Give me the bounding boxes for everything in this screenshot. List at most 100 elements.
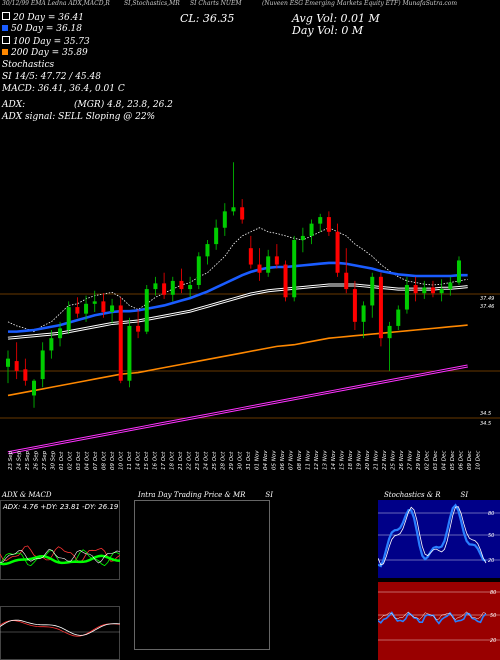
candle-body (118, 305, 123, 381)
candle-body (361, 305, 366, 322)
candle-body (257, 264, 262, 273)
candle-body (318, 217, 323, 224)
candle-body (144, 289, 149, 332)
stoch-panel-bg (378, 500, 500, 578)
macd-panel-frame (0, 606, 120, 660)
candle-body (283, 264, 288, 298)
candle-body (387, 325, 392, 339)
indicator-macd: MACD: 36.41, 36.4, 0.01 C (2, 84, 125, 94)
legend-100day: 100 Day = 35.73 (2, 36, 90, 47)
candle-body (326, 217, 331, 232)
candle-body (248, 248, 253, 265)
candle-body (456, 260, 461, 283)
date-label: 17 Oct (161, 451, 167, 470)
date-label: 21 Oct (178, 451, 184, 470)
date-label: 21 Nov (373, 450, 379, 470)
stoch-axis-80: 80 (488, 511, 494, 517)
indicator-adx-signal: ADX signal: SELL Sloping @ 22% (2, 112, 156, 122)
date-label: 23 Sep (8, 450, 14, 470)
candle-body (162, 283, 167, 295)
legend-50day: 50 Day = 36.18 (2, 24, 82, 34)
adx-white-line (0, 548, 120, 564)
candle-body (127, 325, 132, 381)
date-label: 05 Nov (271, 450, 277, 470)
candle-body (214, 227, 219, 245)
price-axis-label: 37.46 (480, 304, 494, 310)
stoch-axis-20: 20 (488, 558, 494, 564)
candle-body (240, 207, 245, 220)
candle-body (179, 280, 184, 290)
close-price: CL: 36.35 (180, 12, 235, 25)
stoch-k-line (378, 503, 487, 568)
candle-body (413, 285, 418, 294)
intraday-panel-title: Intra Day Trading Price & MR SI (138, 491, 273, 499)
macd-signal-line (0, 620, 120, 637)
date-label: 23 Oct (195, 451, 201, 470)
date-label: 01 Oct (59, 451, 65, 470)
rsi-axis-80: 80 (490, 590, 496, 596)
date-label: 11 Nov (305, 450, 311, 470)
date-label: 18 Oct (169, 451, 175, 470)
date-label: 29 Nov (416, 450, 422, 470)
candle-body (196, 256, 201, 285)
candle-body (153, 283, 158, 290)
rsi-axis-50: 50 (490, 613, 496, 619)
candle-body (49, 338, 54, 351)
candle-body (309, 223, 314, 236)
date-label: 16 Oct (152, 451, 158, 470)
date-label: 04 Oct (84, 451, 90, 470)
candle-body (439, 289, 444, 294)
candle-body (222, 211, 227, 228)
candle-body (92, 301, 97, 304)
date-label: 14 Nov (331, 450, 337, 470)
date-label: 04 Nov (263, 450, 269, 470)
candle-body (23, 369, 28, 381)
date-label: 02 Oct (67, 451, 73, 470)
candle-body (370, 276, 375, 306)
date-label: 09 Oct (110, 451, 116, 470)
date-label: 06 Nov (280, 450, 286, 470)
date-label: 18 Nov (348, 450, 354, 470)
candle-body (58, 328, 63, 339)
date-label: 01 Nov (254, 450, 260, 470)
date-label: 27 Nov (407, 450, 413, 470)
indicator-rsi: SI 14/5: 47.72 / 45.48 (2, 72, 101, 82)
candle-body (75, 307, 80, 314)
adx-panel-frame (0, 500, 120, 580)
date-label: 07 Nov (288, 450, 294, 470)
stoch-rsi-panel: 80 50 20 80 50 20 (378, 500, 500, 660)
date-label: 27 Sep (42, 450, 48, 470)
candle-body (170, 280, 175, 295)
header-left: 30/12/99 EMA Ledna ADX,MACD,R (2, 0, 110, 7)
date-label: 30 Sep (50, 450, 56, 470)
date-label: 29 Oct (229, 451, 235, 470)
day-volume: Day Vol: 0 M (292, 24, 364, 37)
date-label: 22 Oct (186, 451, 192, 470)
candle-body (344, 272, 349, 290)
indicator-adx-values: (MGR) 4.8, 23.8, 26.2 (74, 100, 173, 110)
date-label: 28 Oct (220, 451, 226, 470)
intraday-panel (134, 500, 270, 650)
date-label: 03 Dec (433, 451, 439, 470)
date-label: 12 Nov (314, 450, 320, 470)
candle-body (40, 350, 45, 380)
date-label: 11 Oct (127, 451, 133, 470)
date-label: 10 Oct (118, 451, 124, 470)
candle-body (404, 285, 409, 310)
date-label: 24 Sep (16, 450, 22, 470)
long_ma-line-inner (7, 365, 468, 454)
adx-main-line (0, 554, 120, 566)
candle-body (14, 361, 19, 371)
header-symbol: SI Charts NUEM (190, 0, 242, 7)
date-label: 25 Oct (212, 451, 218, 470)
date-label: 10 Dec (475, 451, 481, 470)
date-label: 05 Dec (450, 451, 456, 470)
stoch-axis-50: 50 (488, 533, 494, 539)
date-label: 06 Dec (458, 451, 464, 470)
header-mid: SI,Stochastics,MR (124, 0, 180, 7)
ema200-line (7, 324, 468, 397)
date-label: 13 Nov (322, 450, 328, 470)
candle-body (136, 325, 141, 332)
ema100-line-inner (7, 284, 468, 339)
price-axis-label: 34.5 (480, 411, 491, 417)
